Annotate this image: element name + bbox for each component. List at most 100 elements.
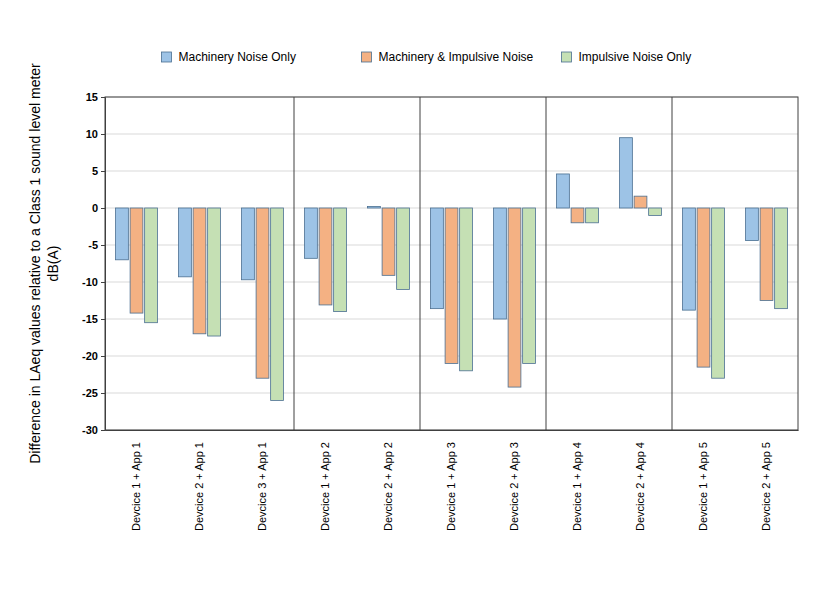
bar: [145, 208, 158, 323]
bar: [193, 208, 206, 334]
y-tick-mark: [101, 393, 105, 394]
bar: [634, 196, 647, 208]
bar: [319, 208, 332, 305]
y-tick: 15: [86, 91, 105, 103]
x-tick-label: Devcice 1 + App 1: [130, 442, 142, 531]
y-tick-label: 15: [86, 91, 98, 103]
x-tick-label: Devcice 1 + App 4: [571, 442, 583, 531]
x-tick: Devcice 1 + App 5: [697, 430, 709, 531]
y-tick-mark: [101, 134, 105, 135]
bar: [334, 208, 347, 312]
grid-line: [105, 171, 798, 172]
y-tick-label: -25: [82, 387, 98, 399]
x-tick-label: Devcice 2 + App 1: [193, 442, 205, 531]
y-tick-label: -5: [88, 239, 98, 251]
x-tick: Devcice 3 + App 1: [256, 430, 268, 531]
y-axis-line: [101, 98, 106, 431]
bar: [557, 174, 570, 208]
y-axis-title: Difference in LAeq values relative to a …: [27, 63, 43, 464]
legend-label: Machinery & Impulsive Noise: [379, 50, 534, 64]
y-tick: 0: [92, 202, 105, 214]
y-axis-title: dB(A): [45, 246, 61, 282]
x-tick: Devcice 2 + App 5: [760, 430, 772, 531]
y-tick-label: -15: [82, 313, 98, 325]
plot-frame: [105, 97, 798, 430]
x-tick-label: Devcice 2 + App 5: [760, 442, 772, 531]
y-tick-mark: [101, 430, 105, 431]
legend-swatch: [162, 52, 172, 62]
x-axis: Devcice 1 + App 1 Devcice 2 + App 1 Devcic…: [106, 430, 799, 531]
bars: [116, 138, 788, 401]
x-tick: Devcice 2 + App 4: [634, 430, 646, 531]
x-tick: Devcice 1 + App 1: [130, 430, 142, 531]
group-separators: [294, 97, 672, 430]
x-tick-label: Devcice 1 + App 2: [319, 442, 331, 531]
bar: [508, 208, 521, 387]
bar: [649, 208, 662, 215]
y-tick-label: -30: [82, 424, 98, 436]
group-separator: [294, 97, 295, 430]
y-axis: -30 -25 -20 -15 -10 -5 0 5 10 15: [82, 91, 105, 436]
bar: [760, 208, 773, 301]
bar: [712, 208, 725, 378]
grid-line: [105, 134, 798, 135]
bar: [445, 208, 458, 363]
bar: [697, 208, 710, 367]
bar: [571, 208, 584, 223]
group-separator: [420, 97, 421, 430]
y-tick: -30: [82, 424, 105, 436]
y-tick-mark: [101, 245, 105, 246]
bar: [494, 208, 507, 319]
grid-line: [105, 393, 798, 394]
bar: [271, 208, 284, 400]
y-tick-mark: [101, 356, 105, 357]
bar: [683, 208, 696, 310]
bar: [208, 208, 221, 336]
y-tick-mark: [101, 171, 105, 172]
legend-label: Impulsive Noise Only: [579, 50, 692, 64]
y-tick-mark: [101, 208, 105, 209]
bar: [179, 208, 192, 277]
y-tick: -20: [82, 350, 105, 362]
y-tick: 10: [86, 128, 105, 140]
y-tick: -10: [82, 276, 105, 288]
chart: -30 -25 -20 -15 -10 -5 0 5 10 15 Devcice 1 + App 1…: [0, 0, 840, 593]
bar: [775, 208, 788, 309]
x-tick: Devcice 1 + App 4: [571, 430, 583, 531]
bar: [382, 208, 395, 275]
x-tick: Devcice 2 + App 3: [508, 430, 520, 531]
y-tick-label: -20: [82, 350, 98, 362]
legend-label: Machinery Noise Only: [179, 50, 296, 64]
bar: [431, 208, 444, 309]
bar: [116, 208, 129, 260]
bar: [368, 207, 381, 208]
x-tick: Devcice 2 + App 2: [382, 430, 394, 531]
bar: [130, 208, 143, 313]
bar: [523, 208, 536, 363]
x-tick-label: Devcice 2 + App 2: [382, 442, 394, 531]
legend-swatch: [562, 52, 572, 62]
x-tick: Devcice 2 + App 1: [193, 430, 205, 531]
y-tick: -5: [88, 239, 105, 251]
y-tick-label: 10: [86, 128, 98, 140]
x-tick: Devcice 1 + App 3: [445, 430, 457, 531]
group-separator: [546, 97, 547, 430]
bar: [397, 208, 410, 289]
y-tick-label: 0: [92, 202, 98, 214]
bar: [256, 208, 269, 378]
legend: Machinery Noise Only Machinery & Impulsiv…: [162, 50, 692, 64]
y-tick-label: 5: [92, 165, 98, 177]
y-tick: 5: [92, 165, 105, 177]
group-separator: [672, 97, 673, 430]
bar: [242, 208, 255, 280]
y-tick-mark: [101, 282, 105, 283]
x-tick: Devcice 1 + App 2: [319, 430, 331, 531]
legend-swatch: [362, 52, 372, 62]
x-tick-label: Devcice 1 + App 3: [445, 442, 457, 531]
grid: [105, 97, 798, 430]
bar: [746, 208, 759, 241]
y-tick-label: -10: [82, 276, 98, 288]
y-tick: -15: [82, 313, 105, 325]
y-tick: -25: [82, 387, 105, 399]
x-tick-label: Devcice 2 + App 3: [508, 442, 520, 531]
